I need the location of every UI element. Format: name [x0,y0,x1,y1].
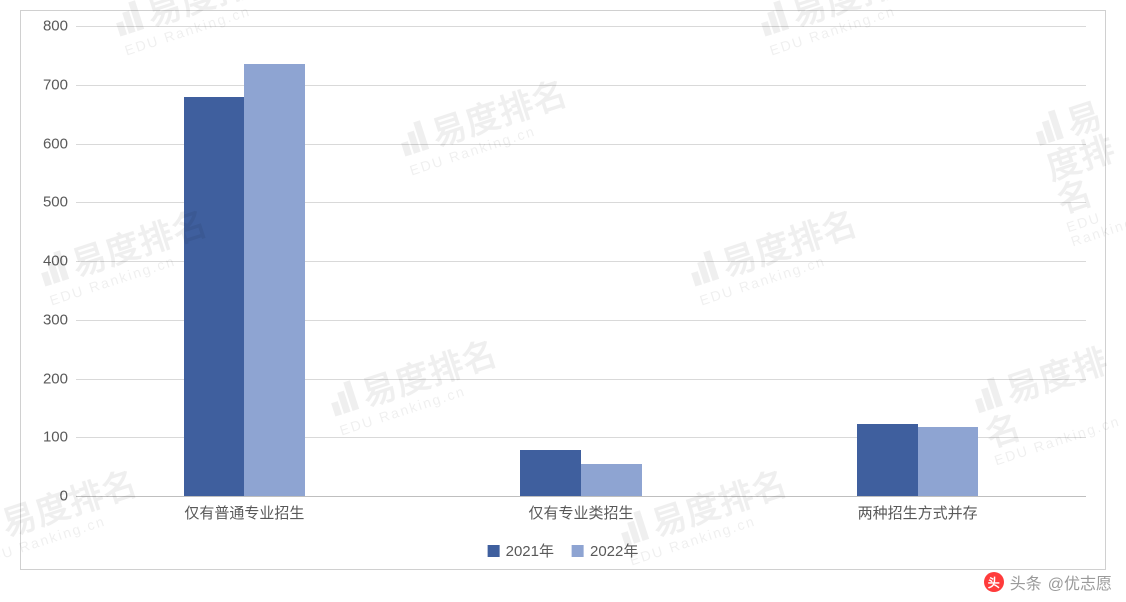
attribution: 头 头条 @优志愿 [984,570,1112,594]
bar [857,424,918,496]
bar [581,464,642,496]
legend-label: 2021年 [506,540,554,561]
legend-item: 2022年 [572,540,638,561]
y-tick-label: 600 [43,135,68,152]
gridline [76,496,1086,497]
y-tick-label: 800 [43,18,68,35]
y-tick-label: 100 [43,429,68,446]
attribution-handle: @优志愿 [1048,570,1112,594]
legend-swatch [488,545,500,557]
attribution-prefix: 头条 [1010,570,1042,594]
bar [520,450,581,496]
y-tick-label: 0 [60,488,68,505]
bar [918,427,979,496]
x-tick-label: 仅有普通专业招生 [184,502,304,523]
legend-item: 2021年 [488,540,554,561]
y-tick-label: 300 [43,311,68,328]
chart-container: 0 100 200 300 400 500 600 700 800 仅有普通专业招生 仅有专业类招生… [20,10,1106,570]
y-tick-label: 500 [43,194,68,211]
legend: 2021年 2022年 [488,540,639,561]
y-tick-label: 700 [43,76,68,93]
gridline [76,26,1086,27]
legend-swatch [572,545,584,557]
y-tick-label: 200 [43,370,68,387]
x-tick-label: 仅有专业类招生 [528,502,633,523]
bar [184,97,245,497]
gridline [76,85,1086,86]
toutiao-icon: 头 [984,572,1004,592]
plot-area: 0100200300400500600700800仅有普通专业招生仅有专业类招生… [76,26,1086,496]
bar [244,64,305,496]
x-tick-label: 两种招生方式并存 [858,502,978,523]
legend-label: 2022年 [590,540,638,561]
y-tick-label: 400 [43,253,68,270]
